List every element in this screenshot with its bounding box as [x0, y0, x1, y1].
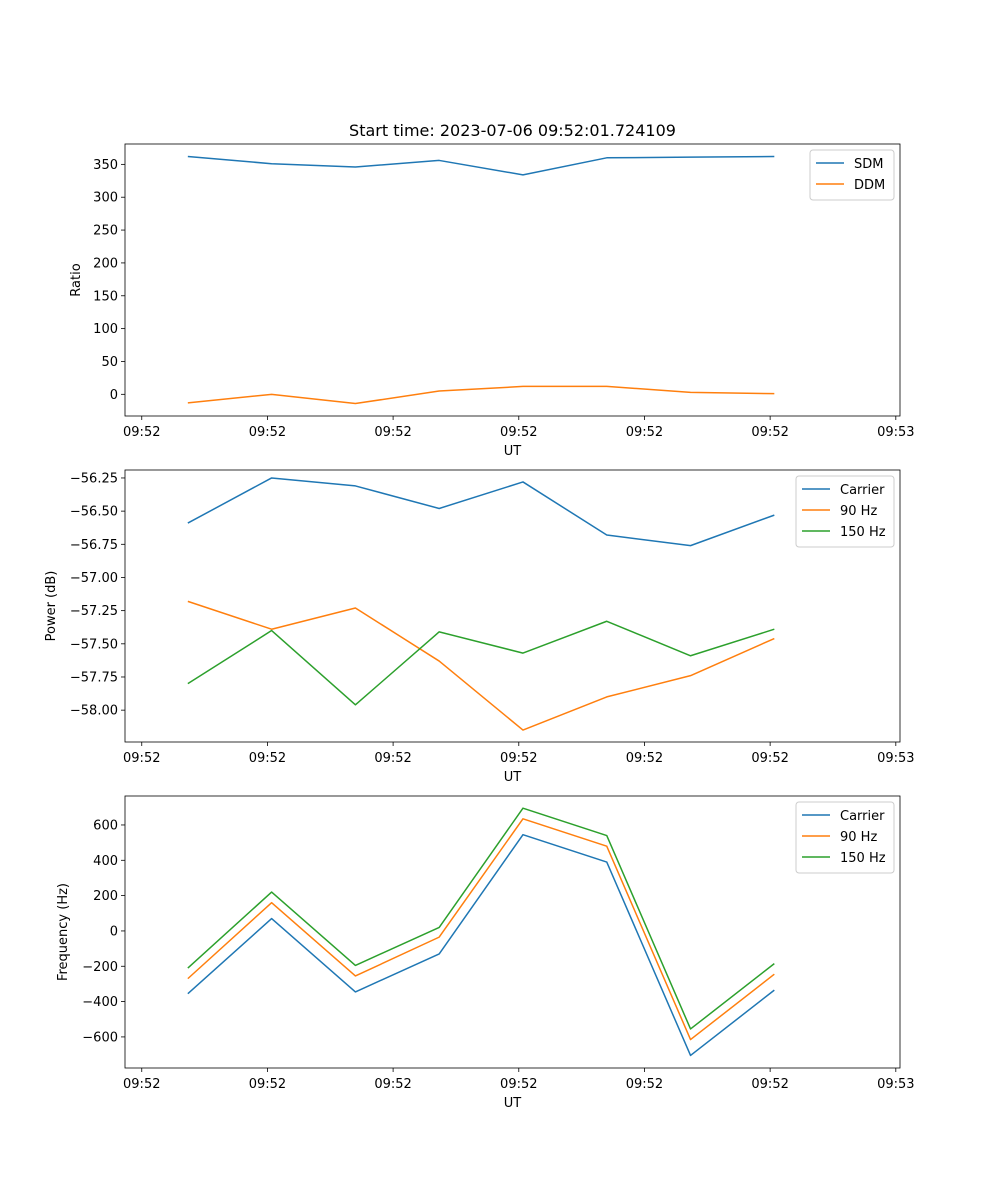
series-line-90-hz	[187, 600, 775, 731]
legend-label-150-hz: 150 Hz	[840, 525, 886, 540]
legend-label-carrier: Carrier	[840, 809, 885, 824]
y-tick-label: −57.25	[70, 604, 118, 619]
y-tick-label: 150	[93, 289, 118, 304]
y-tick-label: 200	[93, 256, 118, 271]
y-axis-label: Power (dB)	[44, 571, 59, 642]
legend: Carrier 90 Hz 150 Hz	[795, 801, 895, 874]
y-axis-label: Ratio	[69, 263, 84, 296]
y-tick-label: 250	[93, 224, 118, 239]
y-tick-label: −57.75	[70, 670, 118, 685]
x-tick-label: 09:52	[500, 751, 537, 766]
y-tick-label: −56.75	[70, 538, 118, 553]
legend-label-90-hz: 90 Hz	[840, 830, 877, 845]
series-line-ddm	[187, 385, 775, 405]
y-tick-label: 0	[110, 388, 118, 403]
legend-label-carrier: Carrier	[840, 483, 885, 498]
y-tick-label: 200	[93, 889, 118, 904]
y-tick-label: −56.25	[70, 471, 118, 486]
x-tick-label: 09:52	[751, 425, 788, 440]
ratio-panel: 09:52 09:52 09:52 09:52 09:52 09:52 09:53 0 50 10…	[69, 143, 915, 459]
x-tick-label: 09:52	[751, 1077, 788, 1092]
x-tick-label: 09:53	[877, 1077, 914, 1092]
series-line-sdm	[187, 155, 775, 176]
power-panel: 09:52 09:52 09:52 09:52 09:52 09:52 09:53 −58.0…	[44, 469, 915, 785]
x-tick-label: 09:52	[249, 1077, 286, 1092]
x-tick-label: 09:52	[374, 425, 411, 440]
x-tick-label: 09:52	[249, 751, 286, 766]
series-line-90-hz	[187, 818, 775, 1041]
legend-label-ddm: DDM	[854, 178, 885, 193]
legend-box	[795, 475, 895, 548]
x-tick-label: 09:52	[626, 751, 663, 766]
y-tick-label: 100	[93, 322, 118, 337]
x-tick-label: 09:52	[374, 1077, 411, 1092]
x-tick-label: 09:52	[751, 751, 788, 766]
y-tick-label: 600	[93, 818, 118, 833]
y-tick-label: 350	[93, 158, 118, 173]
y-tick-label: 0	[110, 924, 118, 939]
series-line-150-hz	[187, 807, 775, 1030]
x-tick-label: 09:53	[877, 425, 914, 440]
y-tick-label: −400	[82, 995, 118, 1010]
x-tick-label: 09:52	[123, 1077, 160, 1092]
y-axis-label: Frequency (Hz)	[56, 883, 71, 981]
y-tick-label: −57.00	[70, 571, 118, 586]
y-tick-label: −56.50	[70, 505, 118, 520]
series-line-carrier	[187, 833, 775, 1057]
axes-frame	[124, 469, 901, 743]
y-tick-label: −200	[82, 960, 118, 975]
legend: Carrier 90 Hz 150 Hz	[795, 475, 895, 548]
y-tick-label: −58.00	[70, 704, 118, 719]
y-tick-label: −57.50	[70, 637, 118, 652]
series-line-150-hz	[187, 620, 775, 706]
x-tick-label: 09:52	[123, 425, 160, 440]
x-axis-label: UT	[504, 444, 522, 459]
x-tick-label: 09:52	[626, 425, 663, 440]
x-axis-label: UT	[504, 770, 522, 785]
chart-title: Start time: 2023-07-06 09:52:01.724109	[349, 121, 676, 140]
frequency-panel: 09:52 09:52 09:52 09:52 09:52 09:52 09:53 −600 −…	[56, 795, 915, 1111]
x-tick-label: 09:52	[374, 751, 411, 766]
x-tick-label: 09:53	[877, 751, 914, 766]
y-tick-label: 300	[93, 191, 118, 206]
series-line-carrier	[187, 477, 775, 547]
legend: SDM DDM	[809, 149, 895, 201]
x-tick-label: 09:52	[123, 751, 160, 766]
x-axis-label: UT	[504, 1096, 522, 1111]
x-tick-label: 09:52	[249, 425, 286, 440]
axes-frame	[124, 795, 901, 1069]
legend-box	[795, 801, 895, 874]
legend-label-90-hz: 90 Hz	[840, 504, 877, 519]
x-tick-label: 09:52	[626, 1077, 663, 1092]
y-tick-label: −600	[82, 1030, 118, 1045]
y-tick-label: 50	[101, 355, 118, 370]
y-tick-label: 400	[93, 854, 118, 869]
legend-label-sdm: SDM	[854, 157, 883, 172]
x-tick-label: 09:52	[500, 425, 537, 440]
axes-frame	[124, 143, 901, 417]
x-tick-label: 09:52	[500, 1077, 537, 1092]
legend-label-150-hz: 150 Hz	[840, 851, 886, 866]
